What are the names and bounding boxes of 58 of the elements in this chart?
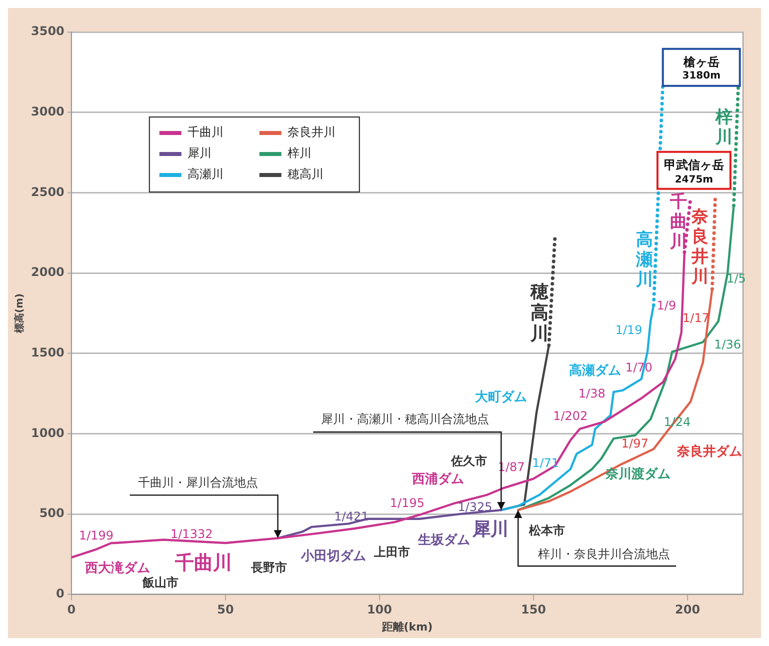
legend-label: 奈良井川 (287, 125, 336, 140)
annotation: 1/9 (656, 298, 676, 313)
annotation: 奈川渡ダム (604, 466, 671, 482)
x-tick-label: 100 (366, 602, 392, 617)
x-tick-label: 0 (67, 602, 76, 617)
annotation: 長野市 (250, 560, 287, 575)
y-axis-title: 標高(m) (14, 293, 26, 334)
y-tick-label: 2000 (30, 265, 64, 280)
y-tick-label: 3000 (30, 104, 64, 118)
annotation: 1/19 (615, 322, 642, 337)
annotation: 奈良井川 (690, 206, 709, 287)
annotation: 1/325 (458, 500, 492, 514)
annotation: 生坂ダム (417, 532, 470, 548)
annotation: 飯山市 (142, 575, 179, 590)
annotation: 1/38 (578, 386, 606, 400)
legend-label: 梓川 (287, 146, 312, 160)
x-axis-title: 距離(km) (380, 620, 433, 634)
annotation: 甲武信ヶ岳 (664, 158, 724, 172)
annotation: 1/5 (726, 272, 746, 286)
annotation: 佐久市 (450, 454, 487, 468)
legend-label: 千曲川 (187, 125, 224, 140)
annotation: 大町ダム (475, 390, 528, 405)
annotation: 千曲川 (174, 552, 232, 574)
annotation: 1/1332 (170, 526, 213, 541)
legend-label: 犀川 (187, 146, 212, 160)
annotation: 2475m (674, 174, 714, 186)
annotation: 高瀬ダム (569, 362, 622, 378)
annotation: 1/97 (621, 436, 648, 450)
annotation: 高瀬川 (634, 230, 653, 290)
x-tick-label: 200 (675, 602, 700, 617)
y-tick-label: 2500 (30, 184, 64, 199)
legend-label: 穂高川 (287, 167, 324, 182)
y-tick-label: 3500 (30, 24, 64, 38)
annotation: 梓川・奈良井川合流地点 (538, 547, 670, 562)
annotation: 上田市 (372, 544, 410, 559)
annotation: 1/36 (714, 337, 742, 352)
annotation: 穂高川 (530, 281, 550, 344)
legend-label: 高瀬川 (187, 167, 224, 182)
annotation: 梓川 (714, 108, 733, 148)
annotation: 1/195 (390, 496, 424, 510)
annotation: 小田切ダム (300, 549, 366, 564)
annotation: 3180m (682, 70, 720, 82)
y-tick-label: 1500 (30, 345, 64, 360)
y-tick-label: 500 (39, 506, 64, 520)
x-tick-label: 50 (217, 602, 234, 617)
annotation: 奈良井ダム (676, 443, 742, 460)
y-tick-label: 0 (56, 586, 64, 601)
y-tick-label: 1000 (30, 426, 64, 440)
annotation: 犀川 (471, 518, 508, 540)
annotation: 槍ヶ岳 (682, 55, 720, 70)
x-tick-label: 150 (520, 602, 546, 617)
annotation: 松本市 (528, 524, 565, 538)
annotation: 千曲川・犀川合流地点 (138, 475, 258, 490)
annotation: 西浦ダム (411, 472, 464, 488)
annotation: 1/202 (553, 408, 588, 423)
annotation: 犀川・高瀬川・穂高川合流地点 (321, 412, 490, 426)
annotation: 1/199 (78, 528, 114, 543)
annotation: 西大滝ダム (84, 560, 150, 576)
